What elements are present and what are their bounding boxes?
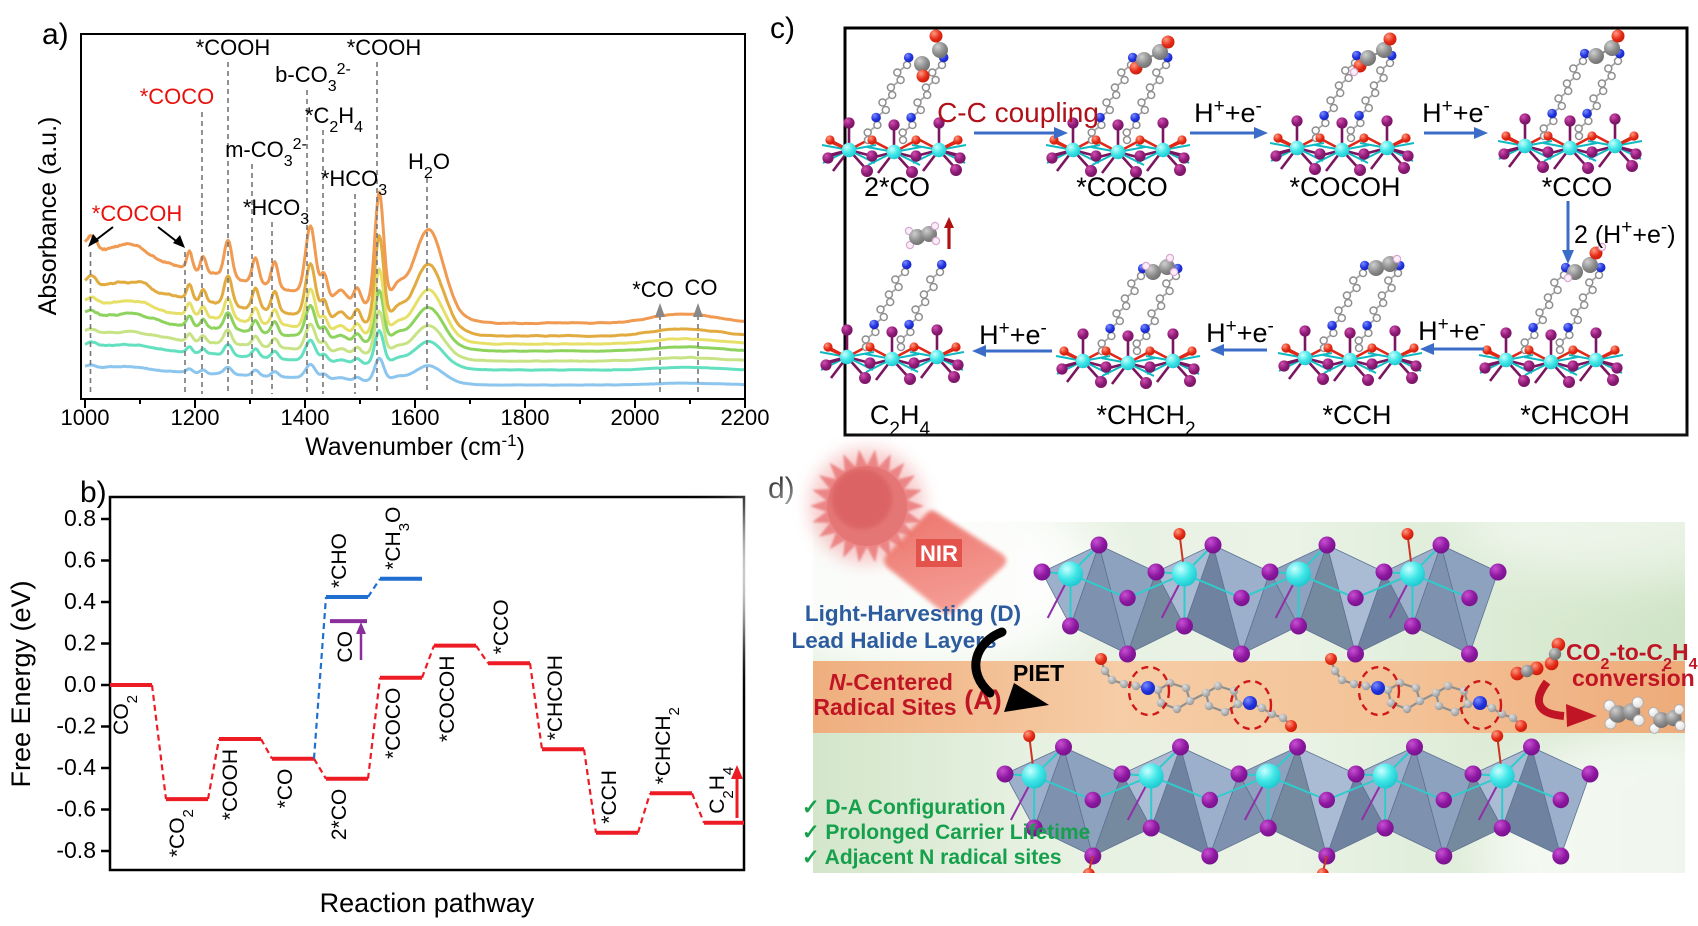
svg-text:1800: 1800: [501, 405, 550, 430]
svg-text:2200: 2200: [721, 405, 770, 430]
svg-text:-0.8: -0.8: [56, 837, 96, 863]
svg-text:*COCOH: *COCOH: [92, 201, 182, 226]
svg-text:2 (H++e-): 2 (H++e-): [1574, 217, 1676, 250]
svg-text:Radical Sites: Radical Sites: [813, 694, 956, 720]
svg-text:*CCO: *CCO: [490, 599, 513, 654]
svg-text:2*CO: 2*CO: [864, 172, 930, 202]
svg-text:0.0: 0.0: [64, 671, 96, 697]
svg-text:*COCOH: *COCOH: [436, 656, 459, 742]
svg-text:*CHCOH: *CHCOH: [1520, 400, 1630, 430]
svg-text:Light-Harvesting (D): Light-Harvesting (D): [805, 601, 1021, 626]
svg-text:c): c): [770, 12, 795, 45]
svg-text:H++e-: H++e-: [1422, 96, 1490, 129]
svg-text:✓ Prolonged Carrier Lifetime: ✓ Prolonged Carrier Lifetime: [802, 821, 1090, 844]
svg-text:CO: CO: [685, 275, 718, 300]
svg-text:*CHO: *CHO: [328, 533, 351, 588]
svg-text:2*CO: 2*CO: [328, 789, 351, 840]
svg-text:*COOH: *COOH: [196, 35, 271, 60]
svg-text:*C2H4: *C2H4: [305, 103, 363, 136]
svg-text:*CHCOH: *CHCOH: [544, 655, 567, 740]
svg-text:*CO: *CO: [274, 769, 297, 809]
svg-text:CO: CO: [334, 631, 357, 663]
svg-text:0.8: 0.8: [64, 505, 96, 531]
svg-text:H++e-: H++e-: [1194, 96, 1262, 129]
svg-text:0.4: 0.4: [64, 588, 96, 614]
svg-text:*COCO: *COCO: [140, 84, 215, 109]
svg-text:0.2: 0.2: [64, 630, 96, 656]
svg-text:conversion: conversion: [1572, 665, 1695, 691]
svg-text:Reaction pathway: Reaction pathway: [320, 888, 535, 918]
svg-text:*COCOH: *COCOH: [1289, 172, 1400, 202]
svg-text:*CCO: *CCO: [1542, 172, 1613, 202]
svg-text:2000: 2000: [611, 405, 660, 430]
svg-text:CO2: CO2: [110, 695, 141, 735]
svg-text:*CO: *CO: [632, 277, 674, 302]
svg-text:m-CO32-: m-CO32-: [225, 136, 307, 170]
svg-text:PIET: PIET: [1013, 660, 1064, 686]
svg-text:a): a): [42, 18, 69, 51]
svg-text:*CCH: *CCH: [1322, 400, 1391, 430]
svg-text:*COCO: *COCO: [382, 688, 405, 759]
svg-text:*CCH: *CCH: [598, 770, 621, 824]
svg-text:Free Energy (eV): Free Energy (eV): [6, 580, 36, 787]
svg-text:*CH3O: *CH3O: [382, 507, 413, 570]
svg-text:Wavenumber (cm-1): Wavenumber (cm-1): [305, 431, 525, 462]
svg-text:Lead Halide Layers: Lead Halide Layers: [791, 628, 996, 653]
svg-text:*COOH: *COOH: [219, 749, 242, 820]
svg-text:H++e-: H++e-: [979, 318, 1047, 351]
svg-text:H2O: H2O: [408, 149, 450, 182]
svg-text:NIR: NIR: [920, 541, 958, 566]
svg-text:*CHCH2: *CHCH2: [652, 707, 683, 784]
svg-text:b): b): [80, 476, 107, 509]
svg-text:Absorbance (a.u.): Absorbance (a.u.): [34, 117, 62, 316]
svg-text:-0.2: -0.2: [56, 713, 96, 739]
svg-text:C2H4: C2H4: [706, 767, 737, 814]
svg-text:*COOH: *COOH: [347, 35, 422, 60]
svg-text:b-CO32-: b-CO32-: [275, 61, 351, 95]
svg-text:C-C coupling: C-C coupling: [937, 97, 1099, 128]
svg-text:1000: 1000: [61, 405, 110, 430]
svg-text:1600: 1600: [391, 405, 440, 430]
svg-text:-0.4: -0.4: [56, 754, 96, 780]
svg-text:✓ D-A Configuration: ✓ D-A Configuration: [802, 796, 1005, 819]
svg-text:*CO2: *CO2: [166, 809, 197, 857]
svg-text:H++e-: H++e-: [1418, 314, 1486, 347]
svg-text:N-Centered: N-Centered: [829, 669, 953, 695]
svg-text:*HCO3: *HCO3: [321, 166, 387, 199]
svg-text:1400: 1400: [281, 405, 330, 430]
svg-text:0.6: 0.6: [64, 547, 96, 573]
svg-text:✓ Adjacent N radical sites: ✓ Adjacent N radical sites: [802, 846, 1062, 869]
svg-text:H++e-: H++e-: [1206, 316, 1274, 349]
svg-text:*COCO: *COCO: [1076, 172, 1168, 202]
svg-text:1200: 1200: [171, 405, 220, 430]
svg-text:-0.6: -0.6: [56, 796, 96, 822]
